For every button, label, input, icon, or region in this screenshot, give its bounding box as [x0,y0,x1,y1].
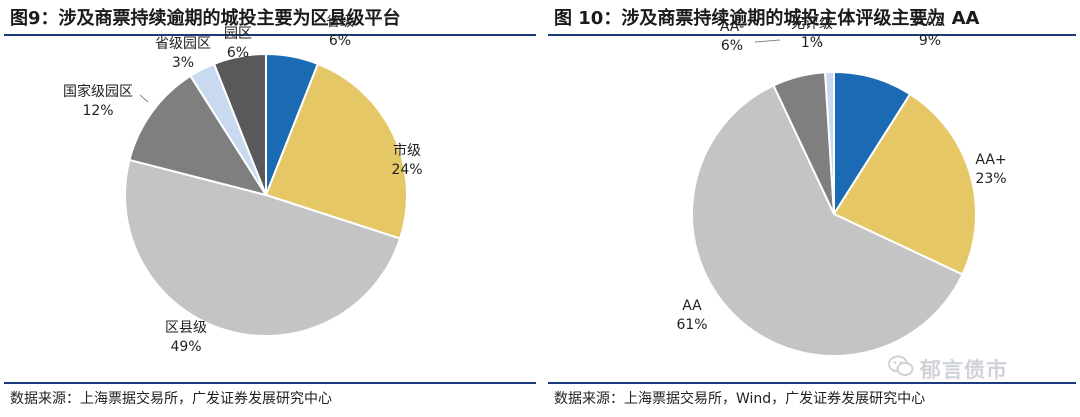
chart-title: 图 10：涉及商票持续逾期的城投主体评级主要为 AA [554,8,980,29]
slice-label-1: 市级 [393,142,421,159]
pie-slice-2 [691,84,964,357]
chart-panel-right: 图 10：涉及商票持续逾期的城投主体评级主要为 AA AAA 9% AA+ 23% AA… [544,0,1080,417]
slice-pct-3: 6% [721,38,743,54]
slice-pct-0: 9% [919,33,941,49]
pie-chart-rating: AAA 9% AA+ 23% AA 61% AA- 6% 无评级 1% [676,14,1007,357]
slice-label-1: AA+ [975,152,1006,168]
pie-slice-5 [212,52,267,196]
source-note: 数据来源：上海票据交易所，广发证券发展研究中心 [10,391,332,407]
title-rule [548,34,1076,36]
leader-line-4 [817,35,823,47]
slice-pct-0: 6% [329,33,351,49]
title-rule [4,34,536,36]
source-rule [4,382,536,384]
chart-panel-left: 图9：涉及商票持续逾期的城投主要为区县级平台 省级 6% 市级 24% 区县级 49% 国家… [4,8,536,407]
slice-pct-1: 23% [975,171,1006,187]
slice-label-2: 区县级 [165,320,207,336]
slice-pct-3: 12% [82,103,113,119]
source-rule [548,382,1076,384]
slice-label-2: AA [682,298,702,314]
pie-chart-region-level: 省级 6% 市级 24% 区县级 49% 国家级园区 12% 省级园区 3% 园区 6% [63,14,423,355]
chart-title: 图9：涉及商票持续逾期的城投主要为区县级平台 [10,8,401,29]
slice-pct-4: 1% [801,35,823,51]
pie-slice-1 [264,62,408,240]
slice-label-0: AAA [915,14,945,30]
leader-line-3 [754,39,781,43]
slice-label-3: AA- [720,19,744,35]
source-note: 数据来源：上海票据交易所，Wind，广发证券发展研究中心 [554,391,926,407]
wechat-icon [888,355,914,376]
slice-pct-1: 24% [391,162,422,178]
slice-label-3: 国家级园区 [63,83,133,100]
slice-label-5: 园区 [224,26,252,42]
leader-line-3 [139,94,149,103]
pie-slice-0 [833,70,912,218]
slice-pct-5: 6% [227,45,249,61]
slice-label-4: 无评级 [791,16,833,32]
pie-slice-1 [832,92,977,276]
slice-pct-2: 61% [676,317,707,333]
slice-label-0: 省级 [326,14,354,30]
watermark: 郁言债市 [888,352,1058,382]
slice-pct-4: 3% [172,55,194,71]
pie-slice-3 [128,74,269,197]
pie-slice-2 [124,158,402,338]
slice-pct-2: 49% [170,339,201,355]
pie-slice-4 [824,70,835,215]
watermark-text: 郁言债市 [920,358,1008,382]
slice-label-4: 省级园区 [155,36,211,52]
